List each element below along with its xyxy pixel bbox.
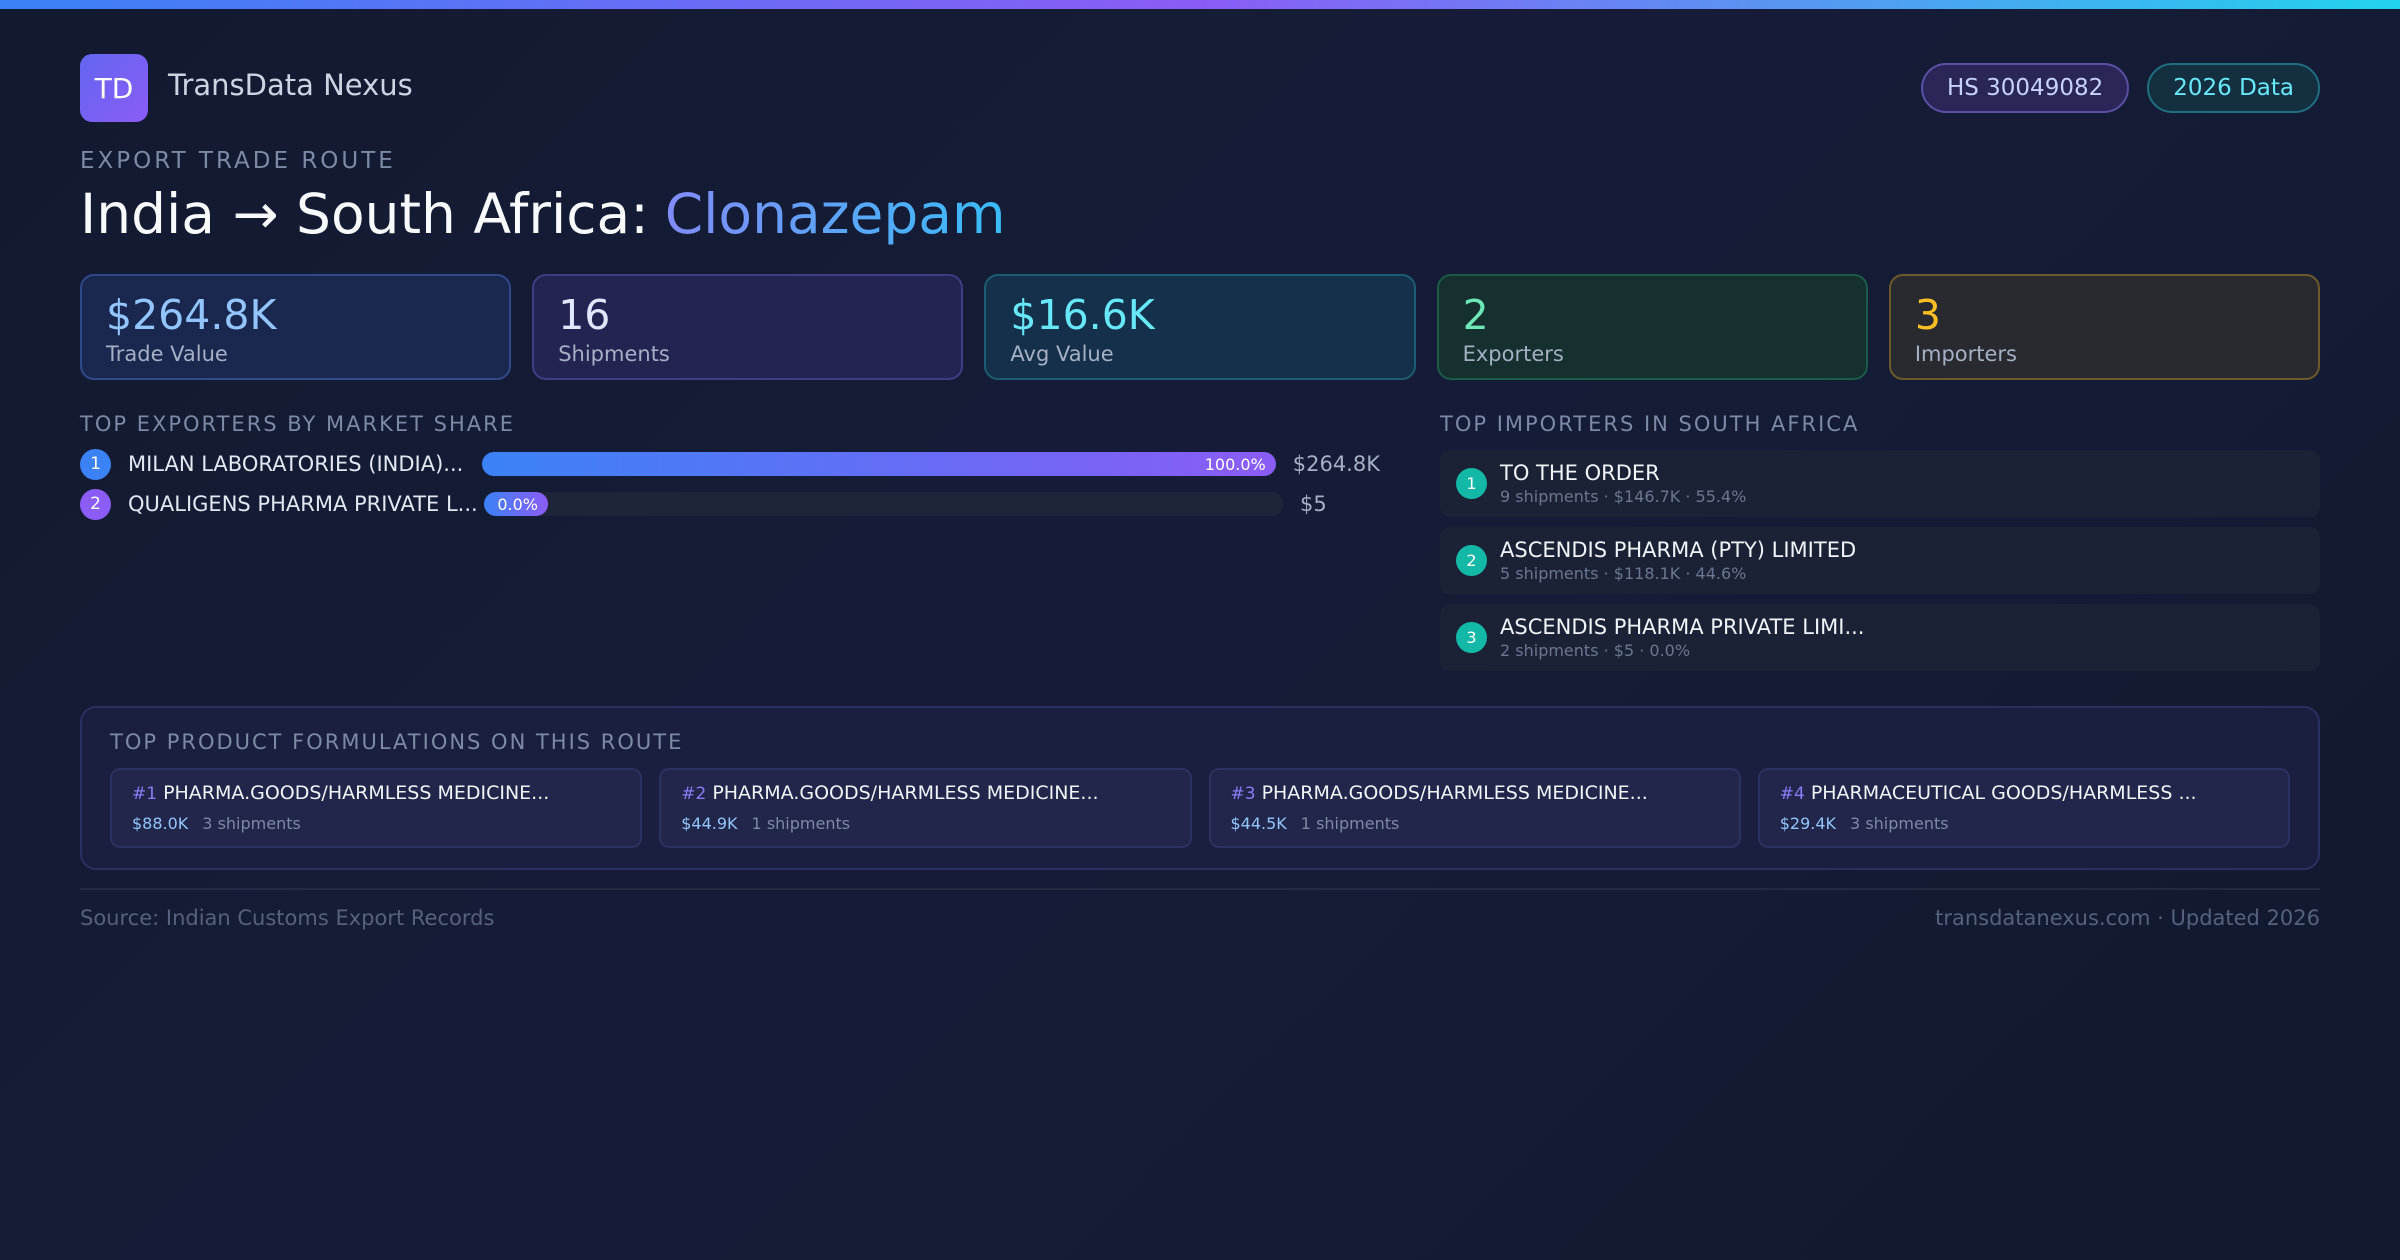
formulation-rank: #1 [132,784,158,804]
exporter-value: $5 [1300,492,1327,516]
title-prefix: India → South Africa: [80,182,649,246]
importer-detail: 2 shipments · $5 · 0.0% [1500,641,1691,660]
stat-card: 3 Importers [1888,274,2321,380]
formulations-panel: TOP PRODUCT FORMULATIONS ON THIS ROUTE #… [80,706,2320,870]
stat-label: Importers [1914,342,2018,366]
formulation-value: $29.4K [1779,814,1837,833]
exporter-row: 2 QUALIGENS PHARMA PRIVATE L... 0.0% $5 [80,488,1380,520]
formulation-title: #2 PHARMA.GOODS/HARMLESS MEDICINE... [681,782,1169,804]
formulation-title: #4 PHARMACEUTICAL GOODS/HARMLESS ... [1780,782,2268,804]
formulation-meta: $44.5K 1 shipments [1231,814,1719,833]
formulation-card: #1 PHARMA.GOODS/HARMLESS MEDICINE... $88.0… [110,768,643,848]
share-label: 100.0% [1204,454,1266,474]
rank-badge: 2 [1456,545,1487,576]
formulation-meta: $44.9K 1 shipments [681,814,1169,833]
formulation-card: #2 PHARMA.GOODS/HARMLESS MEDICINE... $44.9… [659,768,1192,848]
section-heading: TOP EXPORTERS BY MARKET SHARE [80,412,516,436]
section-heading: TOP PRODUCT FORMULATIONS ON THIS ROUTE [110,730,684,754]
stat-value: $264.8K [106,291,277,339]
stat-value: 2 [1462,291,1489,339]
badges: HS 30049082 2026 Data [1920,63,2320,113]
formulation-cards: #1 PHARMA.GOODS/HARMLESS MEDICINE... $88.0… [110,768,2290,848]
formulation-name: PHARMA.GOODS/HARMLESS MEDICINE... [712,782,1099,804]
footer-site: transdatanexus.com · Updated 2026 [1935,906,2320,930]
formulation-rank: #4 [1779,784,1805,804]
stat-value: 3 [1914,291,1941,339]
share-bar: 100.0% [481,452,1276,476]
importer-card: 2 ASCENDIS PHARMA (PTY) LIMITED 5 shipment… [1440,527,2320,594]
exporter-name: MILAN LABORATORIES (INDIA)... [128,452,464,476]
rank-badge: 1 [1456,468,1487,499]
share-label: 0.0% [497,494,538,514]
footer-source: Source: Indian Customs Export Records [80,906,495,930]
exporter-value: $264.8K [1292,452,1380,476]
importer-text: ASCENDIS PHARMA PRIVATE LIMI... 2 shipmen… [1500,615,1865,660]
formulation-shipments: 3 shipments [202,814,301,833]
formulation-title: #3 PHARMA.GOODS/HARMLESS MEDICINE... [1231,782,1719,804]
stat-label: Exporters [1462,342,1564,366]
share-track: 0.0% [484,492,1283,516]
formulation-meta: $88.0K 3 shipments [132,814,620,833]
rank-badge: 2 [80,488,111,520]
logo: TD [80,54,148,122]
badge: 2026 Data [2147,63,2320,113]
formulation-value: $44.9K [681,814,738,833]
formulation-value: $44.5K [1230,814,1287,833]
formulation-title: #1 PHARMA.GOODS/HARMLESS MEDICINE... [132,782,620,804]
formulation-value: $88.0K [132,814,189,833]
exporter-row: 1 MILAN LABORATORIES (INDIA)... 100.0% $264… [80,448,1380,480]
importer-name: TO THE ORDER [1500,461,1660,485]
importer-detail: 5 shipments · $118.1K · 44.6% [1500,564,1747,583]
rank-badge: 1 [80,448,111,480]
formulation-meta: $29.4K 3 shipments [1780,814,2268,833]
product: Clonazepam [664,182,1006,246]
stat-label: Trade Value [106,342,228,366]
share-bar: 0.0% [484,492,548,516]
importer-name: ASCENDIS PHARMA PRIVATE LIMI... [1500,615,1865,639]
stat-label: Shipments [558,342,670,366]
formulation-card: #3 PHARMA.GOODS/HARMLESS MEDICINE... $44.5… [1208,768,1741,848]
brand: TransData Nexus [168,68,413,102]
formulation-shipments: 3 shipments [1850,814,1949,833]
formulation-rank: #2 [681,784,707,804]
accent-bar [0,0,2400,9]
formulation-name: PHARMACEUTICAL GOODS/HARMLESS ... [1810,782,2197,804]
formulation-rank: #3 [1230,784,1256,804]
importer-card: 1 TO THE ORDER 9 shipments · $146.7K · 55.… [1440,450,2320,517]
formulation-name: PHARMA.GOODS/HARMLESS MEDICINE... [1261,782,1648,804]
formulation-name: PHARMA.GOODS/HARMLESS MEDICINE... [163,782,550,804]
stat-card: 16 Shipments [532,274,964,380]
importer-text: ASCENDIS PHARMA (PTY) LIMITED 5 shipments… [1500,538,1856,583]
title: India → South Africa: Clonazepam [80,182,1006,246]
stat-card: 2 Exporters [1436,274,1868,380]
importer-card: 3 ASCENDIS PHARMA PRIVATE LIMI... 2 shipme… [1440,604,2320,671]
formulation-card: #4 PHARMACEUTICAL GOODS/HARMLESS ... $29.4… [1757,768,2290,848]
formulation-shipments: 1 shipments [1300,814,1400,833]
rank-badge: 3 [1456,622,1487,653]
stats: $264.8K Trade Value 16 Shipments $16.6K Avg V… [80,274,2321,380]
importer-detail: 9 shipments · $146.7K · 55.4% [1500,487,1747,506]
stat-value: 16 [558,291,611,339]
eyebrow: EXPORT TRADE ROUTE [80,148,396,174]
stat-card: $264.8K Trade Value [80,274,512,380]
exporter-name: QUALIGENS PHARMA PRIVATE L... [128,492,478,516]
divider [80,888,2320,890]
formulation-shipments: 1 shipments [751,814,851,833]
stat-card: $16.6K Avg Value [984,274,1416,380]
share-track: 100.0% [481,452,1276,476]
stat-value: $16.6K [1010,291,1155,339]
badge: HS 30049082 [1920,63,2130,113]
section-heading: TOP IMPORTERS IN SOUTH AFRICA [1440,412,1860,436]
importer-name: ASCENDIS PHARMA (PTY) LIMITED [1500,538,1857,562]
stat-label: Avg Value [1010,342,1114,366]
importer-text: TO THE ORDER 9 shipments · $146.7K · 55.4… [1500,461,1746,506]
